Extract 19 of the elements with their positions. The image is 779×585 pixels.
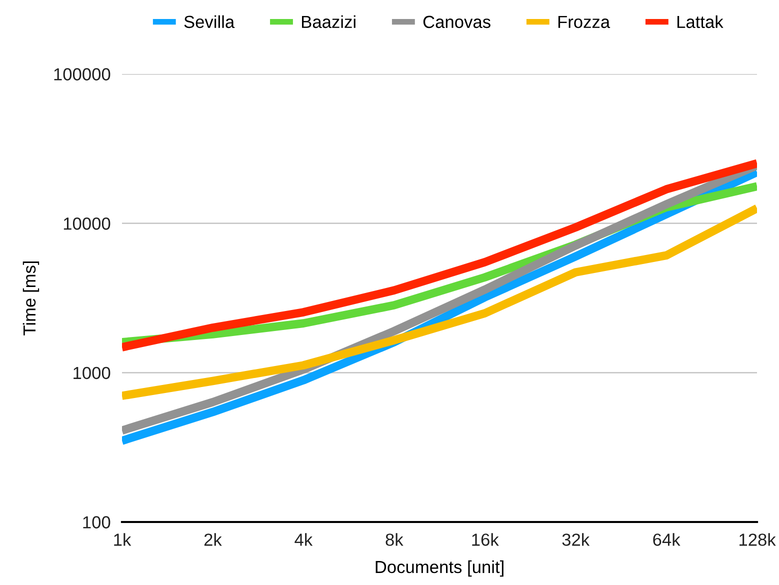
y-tick-label: 10000: [64, 218, 110, 230]
legend-label: Canovas: [423, 16, 490, 28]
legend-label: Frozza: [558, 16, 610, 28]
x-tick-label: 1k: [114, 533, 132, 546]
x-tick-label: 8k: [386, 533, 404, 546]
x-tick-label: 32k: [562, 533, 590, 546]
x-tick-label: 4k: [294, 533, 313, 546]
x-tick-label: 64k: [653, 533, 680, 546]
y-axis-title: Time [ms]: [22, 261, 40, 336]
y-tick-label: 100: [83, 516, 110, 528]
x-tick-label: 128k: [740, 533, 776, 546]
x-axis-title: Documents [unit]: [376, 560, 504, 577]
y-tick-label: 1000: [74, 366, 110, 380]
legend-label: Baazizi: [302, 15, 356, 28]
y-tick-label: 100000: [54, 68, 110, 80]
x-tick-label: 2k: [204, 533, 222, 546]
x-tick-label: 16k: [472, 533, 499, 546]
legend-label: Lattak: [677, 15, 724, 28]
legend-label: Sevilla: [184, 15, 235, 28]
